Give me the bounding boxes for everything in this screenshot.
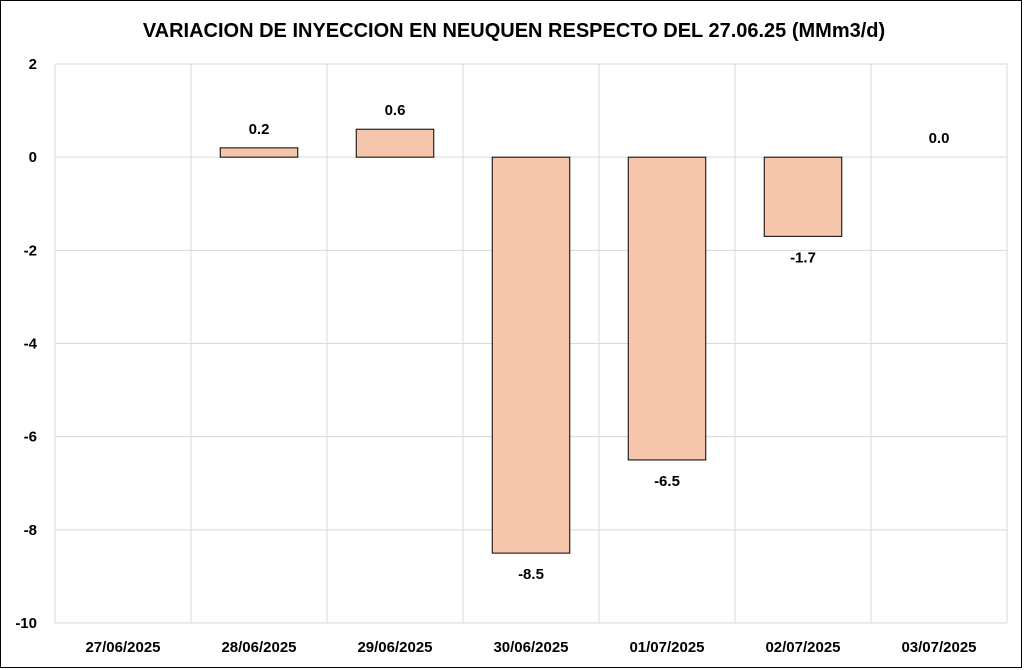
x-tick-label: 03/07/2025: [901, 639, 976, 656]
bars: [219, 128, 843, 554]
x-tick-label: 01/07/2025: [629, 639, 704, 656]
x-tick-label: 29/06/2025: [357, 639, 432, 656]
data-label: 0.6: [385, 102, 406, 119]
data-label: 0.0: [929, 130, 950, 147]
y-tick-label: -2: [24, 242, 37, 259]
bar-01/07/2025: [627, 156, 707, 461]
y-tick-label: -8: [24, 522, 37, 539]
y-tick-label: 2: [29, 56, 37, 73]
data-label: -1.7: [790, 249, 816, 266]
y-tick-label: -10: [15, 615, 37, 632]
y-axis-ticks: 2 0 -2 -4 -6 -8 -10: [15, 56, 37, 632]
bar-02/07/2025: [763, 156, 843, 237]
x-tick-label: 27/06/2025: [85, 639, 160, 656]
x-tick-label: 02/07/2025: [765, 639, 840, 656]
y-tick-label: 0: [29, 149, 37, 166]
data-label: -8.5: [518, 566, 544, 583]
data-label: -6.5: [654, 473, 680, 490]
y-tick-label: -6: [24, 429, 37, 446]
x-tick-label: 28/06/2025: [221, 639, 296, 656]
data-label: 0.2: [249, 121, 270, 138]
bar-29/06/2025: [355, 128, 435, 158]
x-tick-label: 30/06/2025: [493, 639, 568, 656]
bar-28/06/2025: [219, 147, 299, 158]
chart-title: VARIACION DE INYECCION EN NEUQUEN RESPEC…: [143, 20, 885, 42]
y-tick-label: -4: [24, 336, 38, 353]
bar-30/06/2025: [491, 156, 571, 554]
data-labels: 0.2 0.6 -8.5 -6.5 -1.7 0.0: [249, 102, 950, 583]
x-axis-ticks: 27/06/2025 28/06/2025 29/06/2025 30/06/2025…: [85, 639, 976, 656]
